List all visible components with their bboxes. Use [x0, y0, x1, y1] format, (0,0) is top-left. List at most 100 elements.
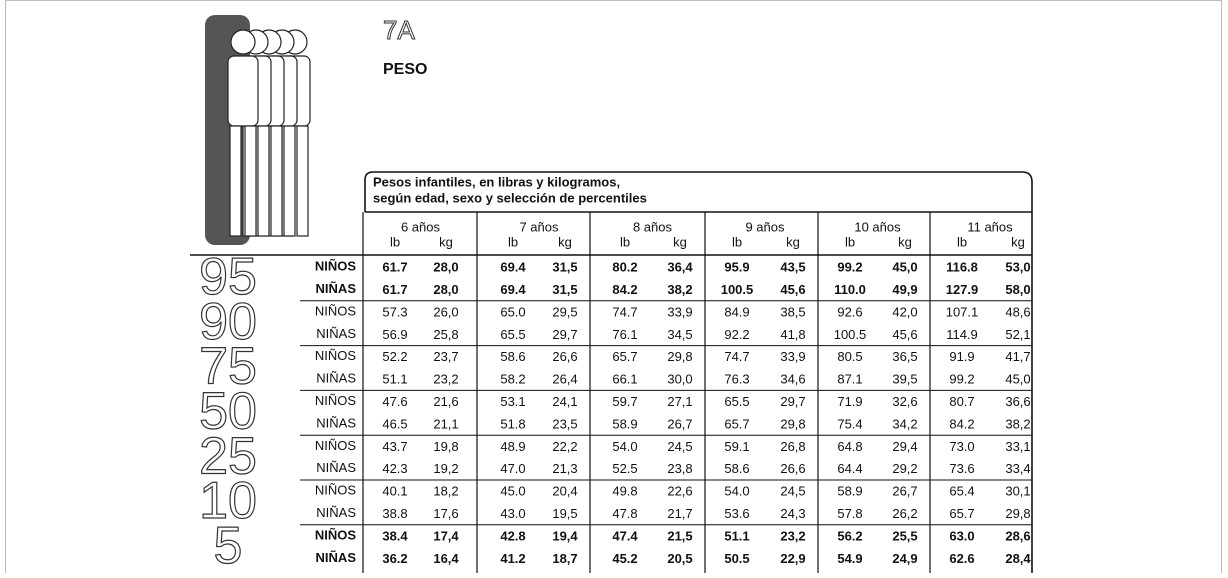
table-cell: 61.7 — [382, 282, 407, 297]
unit-header: kg — [786, 234, 800, 249]
table-cell: 57.8 — [837, 506, 862, 521]
table-cell: 47.0 — [500, 461, 525, 476]
unit-header: lb — [390, 234, 400, 249]
table-cell: 29,8 — [667, 349, 692, 364]
table-cell: 23,7 — [433, 349, 458, 364]
table-cell: 23,2 — [433, 372, 458, 387]
table-cell: 52,1 — [1005, 327, 1030, 342]
table-cell: 28,6 — [1005, 528, 1030, 543]
age-header: 7 años — [519, 219, 559, 234]
table-cell: 45.0 — [500, 484, 525, 499]
table-cell: 38.4 — [382, 528, 408, 543]
section-title: PESO — [383, 61, 427, 78]
table-cell: 42,0 — [892, 304, 917, 319]
table-cell: 21,6 — [433, 394, 458, 409]
table-cell: 23,2 — [780, 528, 805, 543]
table-cell: 58.6 — [724, 461, 749, 476]
unit-header: kg — [898, 234, 912, 249]
percentile: 90 — [199, 293, 257, 351]
row-label: NIÑOS — [315, 259, 357, 274]
row-label: NIÑOS — [315, 483, 357, 498]
table-cell: 47.8 — [612, 506, 637, 521]
table-cell: 32,6 — [892, 394, 917, 409]
table-cell: 80.5 — [837, 349, 862, 364]
unit-header: lb — [957, 234, 967, 249]
table-cell: 21,5 — [667, 528, 692, 543]
table-cell: 74.7 — [612, 304, 637, 319]
table-cell: 48.9 — [500, 439, 525, 454]
unit-header: kg — [1011, 234, 1025, 249]
table-cell: 50.5 — [724, 551, 749, 566]
percentile: 5 — [214, 517, 243, 573]
table-cell: 49,9 — [892, 282, 917, 297]
table-cell: 69.4 — [500, 282, 526, 297]
table-cell: 38.8 — [382, 506, 407, 521]
table-cell: 20,4 — [552, 484, 577, 499]
table-cell: 65.7 — [724, 416, 749, 431]
table-cell: 23,8 — [667, 461, 692, 476]
table-cell: 114.9 — [946, 327, 978, 342]
table-cell: 80.2 — [612, 260, 637, 275]
table-cell: 87.1 — [837, 372, 862, 387]
table-cell: 21,7 — [667, 506, 692, 521]
page-border — [5, 0, 1222, 578]
table-cell: 71.9 — [837, 394, 862, 409]
row-label: NIÑOS — [315, 393, 357, 408]
table-cell: 92.2 — [724, 327, 749, 342]
table-cell: 33,1 — [1005, 439, 1030, 454]
table-cell: 27,1 — [667, 394, 692, 409]
table-cell: 69.4 — [500, 260, 526, 275]
table-cell: 17,4 — [433, 528, 459, 543]
table-cell: 36,5 — [892, 349, 917, 364]
percentile: 50 — [199, 383, 257, 441]
table-cell: 53,0 — [1005, 260, 1030, 275]
table-cell: 38,2 — [667, 282, 692, 297]
unit-header: kg — [673, 234, 687, 249]
table-cell: 51.1 — [724, 528, 749, 543]
table-cell: 59.7 — [612, 394, 637, 409]
table-cell: 91.9 — [949, 349, 974, 364]
table-cell: 53.6 — [724, 506, 749, 521]
table-cell: 54.0 — [612, 439, 637, 454]
age-header: 11 años — [967, 219, 1013, 234]
table-cell: 53.1 — [500, 394, 525, 409]
table-cell: 57.3 — [382, 304, 407, 319]
table-cell: 63.0 — [949, 528, 974, 543]
table-cell: 64.8 — [837, 439, 862, 454]
table-cell: 22,2 — [552, 439, 577, 454]
table-cell: 28,0 — [433, 282, 458, 297]
table-cell: 21,3 — [552, 461, 577, 476]
table-cell: 73.6 — [949, 461, 974, 476]
table-cell: 29,2 — [892, 461, 917, 476]
figure-illustration — [205, 15, 311, 245]
table-cell: 76.1 — [612, 327, 637, 342]
table-cell: 43.0 — [500, 506, 525, 521]
table-cell: 25,5 — [892, 528, 917, 543]
percentile: 25 — [199, 427, 257, 485]
table-cell: 92.6 — [837, 304, 862, 319]
table-cell: 19,2 — [433, 461, 458, 476]
table-cell: 21,1 — [433, 416, 458, 431]
table-cell: 41.2 — [500, 551, 525, 566]
section-label: 7A — [383, 15, 415, 45]
table-cell: 24,5 — [667, 439, 692, 454]
age-header: 8 años — [633, 219, 673, 234]
table-cell: 18,7 — [552, 551, 577, 566]
table-cell: 45,0 — [1005, 372, 1030, 387]
table-cell: 45.2 — [612, 551, 637, 566]
row-label: NIÑAS — [316, 550, 357, 565]
table-cell: 17,6 — [433, 506, 458, 521]
table-cell: 24,9 — [892, 551, 917, 566]
row-label: NIÑAS — [316, 281, 357, 296]
table-cell: 51.1 — [382, 372, 407, 387]
table-cell: 61.7 — [382, 260, 407, 275]
table-cell: 59.1 — [724, 439, 749, 454]
table-cell: 19,8 — [433, 439, 458, 454]
table-cell: 46.5 — [382, 416, 407, 431]
table-cell: 58.6 — [500, 349, 525, 364]
table-cell: 48,6 — [1005, 304, 1030, 319]
age-header: 6 años — [401, 219, 441, 234]
table-cell: 19,4 — [552, 528, 578, 543]
table-cell: 42.8 — [500, 528, 525, 543]
unit-header: kg — [558, 234, 572, 249]
